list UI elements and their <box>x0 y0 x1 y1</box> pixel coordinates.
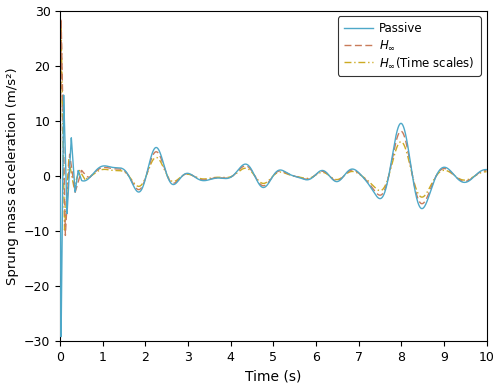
$H_\infty$(Time scales) <box>306 176 312 180</box>
Passive <box>306 177 312 182</box>
$H_\infty$(Time scales) <box>463 178 469 182</box>
$H_\infty$(Time scales) <box>140 179 146 184</box>
$H_\infty$(Time scales) <box>352 169 358 174</box>
$H_\infty$ <box>346 169 352 173</box>
Legend: Passive, $H_\infty$, $H_\infty$(Time scales): Passive, $H_\infty$, $H_\infty$(Time sca… <box>338 16 480 75</box>
$H_\infty$ <box>58 17 64 21</box>
$H_\infty$(Time scales) <box>101 167 107 172</box>
Passive <box>58 334 64 339</box>
$H_\infty$ <box>484 168 490 173</box>
$H_\infty$ <box>62 233 68 238</box>
$H_\infty$(Time scales) <box>346 170 352 175</box>
$H_\infty$ <box>306 177 312 181</box>
$H_\infty$ <box>352 168 358 173</box>
Line: $H_\infty$(Time scales): $H_\infty$(Time scales) <box>60 25 486 230</box>
$H_\infty$(Time scales) <box>57 170 63 175</box>
$H_\infty$ <box>101 165 107 170</box>
$H_\infty$(Time scales) <box>58 23 64 27</box>
Passive <box>101 163 107 168</box>
$H_\infty$ <box>463 179 469 184</box>
Y-axis label: Sprung mass acceleration (m/s²): Sprung mass acceleration (m/s²) <box>6 67 18 285</box>
$H_\infty$(Time scales) <box>484 170 490 174</box>
Passive <box>463 180 469 184</box>
$H_\infty$(Time scales) <box>62 228 68 232</box>
Passive <box>484 167 490 172</box>
Passive <box>57 177 63 182</box>
Passive <box>346 168 352 173</box>
X-axis label: Time (s): Time (s) <box>245 370 302 384</box>
Line: Passive: Passive <box>60 95 486 336</box>
Passive <box>352 167 358 172</box>
Passive <box>60 93 66 97</box>
Line: $H_\infty$: $H_\infty$ <box>60 19 486 235</box>
$H_\infty$ <box>57 170 63 175</box>
$H_\infty$ <box>140 181 146 186</box>
Passive <box>140 182 146 187</box>
